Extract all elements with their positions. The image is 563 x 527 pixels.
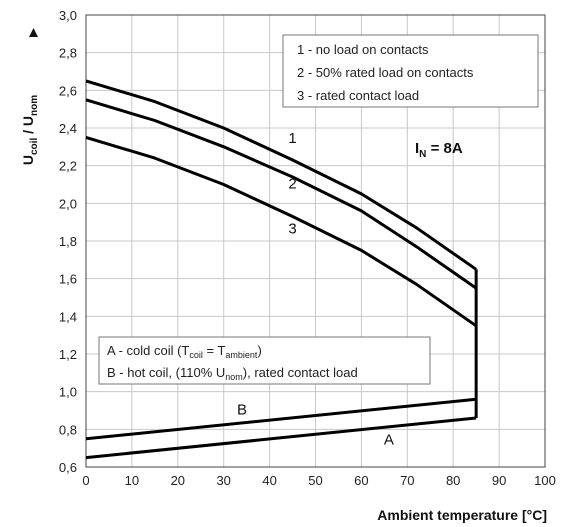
series-group — [85, 79, 478, 460]
series-line-B — [85, 397, 477, 441]
legend-top-item-3: 3 - rated contact load — [297, 88, 419, 103]
curve-label-B: B — [237, 401, 247, 418]
y-tick-label: 2,2 — [59, 159, 77, 174]
y-tick-label: 0,8 — [59, 422, 77, 437]
x-tick-label: 80 — [446, 473, 460, 488]
plot-frame — [85, 14, 546, 468]
legend-bottom-item-a: A - cold coil (Tcoil = Tambient) — [107, 343, 262, 360]
y-tick-label: 0,6 — [59, 460, 77, 475]
legend-bottom-item-b: B - hot coil, (110% Unom), rated contact… — [107, 365, 358, 382]
y-tick-label: 1,6 — [59, 272, 77, 287]
y-tick-label: 1,0 — [59, 385, 77, 400]
x-tick-label: 50 — [308, 473, 322, 488]
x-tick-label: 90 — [492, 473, 506, 488]
y-tick-label: 1,2 — [59, 347, 77, 362]
curve-label-A: A — [384, 431, 394, 448]
legend-bottom-box — [98, 336, 431, 385]
series-line-1 — [85, 79, 477, 271]
x-tick-label: 40 — [262, 473, 276, 488]
y-tick-label: 2,4 — [59, 121, 77, 136]
series-line-2 — [85, 98, 477, 290]
y-tick-label: 2,6 — [59, 83, 77, 98]
x-axis-title: Ambient temperature [°C] — [377, 507, 547, 523]
y-axis-ticks: 0,6 0,8 1,0 1,2 1,4 1,6 1,8 2,0 2,2 2,4 2,6 2,8 3,0 — [59, 8, 77, 475]
x-tick-label: 30 — [216, 473, 230, 488]
y-axis-title: Ucoil / Unom — [20, 95, 40, 165]
x-tick-label: 20 — [171, 473, 185, 488]
x-tick-label: 10 — [125, 473, 139, 488]
legend-top-box — [282, 34, 539, 108]
legend-top-item-2: 2 - 50% rated load on contacts — [297, 65, 474, 80]
legend-top-item-1: 1 - no load on contacts — [297, 42, 429, 57]
parameter-label: IN = 8A — [415, 140, 463, 160]
series-line-3 — [85, 135, 477, 328]
x-axis-ticks: 0 10 20 30 40 50 60 70 80 90 100 — [82, 473, 555, 488]
curve-label-1: 1 — [288, 130, 296, 147]
y-tick-label: 1,4 — [59, 309, 77, 324]
y-axis-arrow-icon — [29, 28, 38, 37]
curve-label-3: 3 — [288, 220, 296, 237]
x-tick-label: 70 — [400, 473, 414, 488]
x-tick-label: 100 — [534, 473, 556, 488]
x-tick-label: 0 — [82, 473, 89, 488]
y-tick-label: 1,8 — [59, 234, 77, 249]
legend-top: 1 - no load on contacts 2 - 50% rated lo… — [282, 34, 539, 108]
y-tick-label: 3,0 — [59, 8, 77, 23]
y-tick-label: 2,8 — [59, 46, 77, 61]
y-tick-label: 2,0 — [59, 196, 77, 211]
x-tick-label: 60 — [354, 473, 368, 488]
legend-bottom: A - cold coil (Tcoil = Tambient) B - hot… — [98, 336, 431, 385]
curve-labels: 1 2 3 B A — [237, 130, 394, 448]
curve-label-2: 2 — [288, 175, 296, 192]
series-line-A — [85, 416, 477, 460]
